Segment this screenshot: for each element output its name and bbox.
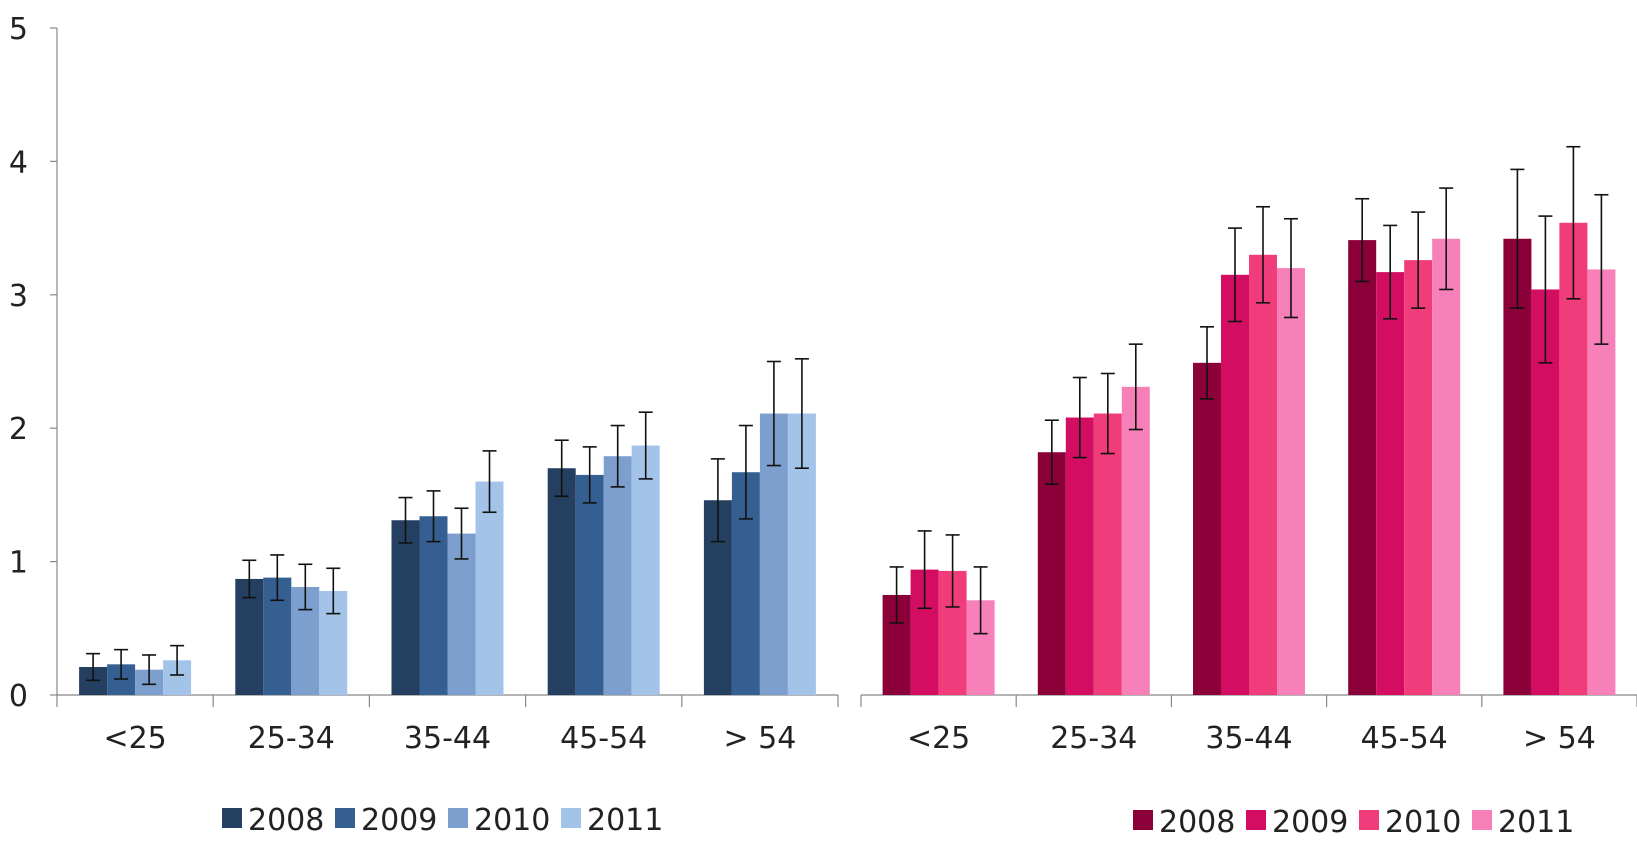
bar [391,520,420,695]
error-bar [1044,419,1059,486]
legend-label: 2010 [474,803,550,838]
error-bar [1566,145,1581,300]
y-tick-label: 0 [9,679,28,714]
x-tick-label: 35-44 [1205,721,1292,756]
error-bar [1538,215,1553,364]
bar [475,481,504,695]
x-tick-label: <25 [907,721,970,756]
error-bar [610,424,625,488]
legend-swatch [561,808,581,828]
y-tick-label: 4 [9,145,28,180]
error-bar [426,490,441,543]
x-tick-label: 45-54 [1361,721,1448,756]
y-tick-label: 3 [9,279,28,314]
bar [1037,452,1066,695]
error-bar [1594,193,1609,345]
error-bar [582,446,597,504]
error-bar [454,507,469,560]
error-bar [738,424,753,520]
error-bar [1284,217,1298,319]
bar [447,533,476,695]
error-bar [794,358,809,470]
bar [1277,268,1305,695]
error-bar [242,559,257,599]
error-bar [638,411,653,480]
x-tick-label: <25 [103,721,166,756]
legend-label: 2008 [248,803,324,838]
error-bar [889,566,904,624]
x-tick-label: > 54 [1523,721,1596,756]
bar [419,516,448,695]
x-tick-label: 45-54 [560,721,647,756]
legend-label: 2011 [587,803,663,838]
y-tick-label: 2 [9,412,28,447]
bar [1221,274,1249,695]
bar [547,468,576,695]
bar [1432,238,1461,695]
legend-label: 2008 [1159,805,1235,840]
bar [1376,272,1405,695]
legend-swatch [1246,810,1266,830]
error-bar [710,458,725,543]
legend-label: 2009 [361,803,437,838]
error-bar [1128,343,1143,431]
error-bar [554,439,569,498]
bar [1404,260,1433,695]
bar [575,474,604,695]
bar [631,445,660,695]
error-bar [1200,326,1214,400]
bar [1093,413,1122,695]
error-bar [945,534,960,608]
legend-swatch [1359,810,1379,830]
x-tick-label: 25-34 [248,721,335,756]
x-tick-label: > 54 [723,721,796,756]
error-bar [398,496,413,544]
bar [1559,222,1588,695]
legend-swatch [1133,810,1153,830]
error-bar [86,652,101,682]
bar [1065,417,1094,695]
error-bar [1355,197,1370,283]
bar [1193,362,1221,695]
bar [1121,386,1150,695]
error-bar [1439,187,1454,291]
x-tick-label: 25-34 [1050,721,1137,756]
error-bar [917,530,932,610]
error-bar [1072,376,1087,459]
error-bar [142,654,157,686]
error-bar [1383,224,1398,320]
error-bar [1256,205,1270,304]
error-bar [1100,372,1115,455]
x-tick-label: 35-44 [404,721,491,756]
error-bar [114,648,129,680]
error-bar [270,554,285,602]
error-bar [1510,168,1525,309]
error-bar [482,450,497,514]
legend-label: 2011 [1498,805,1574,840]
bar [1503,238,1532,695]
error-bar [1411,211,1426,309]
error-bar [326,567,341,615]
error-bar [298,563,313,611]
legend-swatch [448,808,468,828]
legend-label: 2010 [1385,805,1461,840]
error-bar [973,566,988,635]
error-bar [1228,227,1242,323]
y-tick-label: 5 [9,12,28,47]
bar [603,456,632,695]
bar [1249,254,1277,695]
bar [1348,240,1377,695]
legend-swatch [335,808,355,828]
error-bar [766,360,781,467]
error-bar [170,644,185,676]
legend-label: 2009 [1272,805,1348,840]
legend-swatch [1472,810,1492,830]
legend-swatch [222,808,242,828]
y-tick-label: 1 [9,546,28,581]
